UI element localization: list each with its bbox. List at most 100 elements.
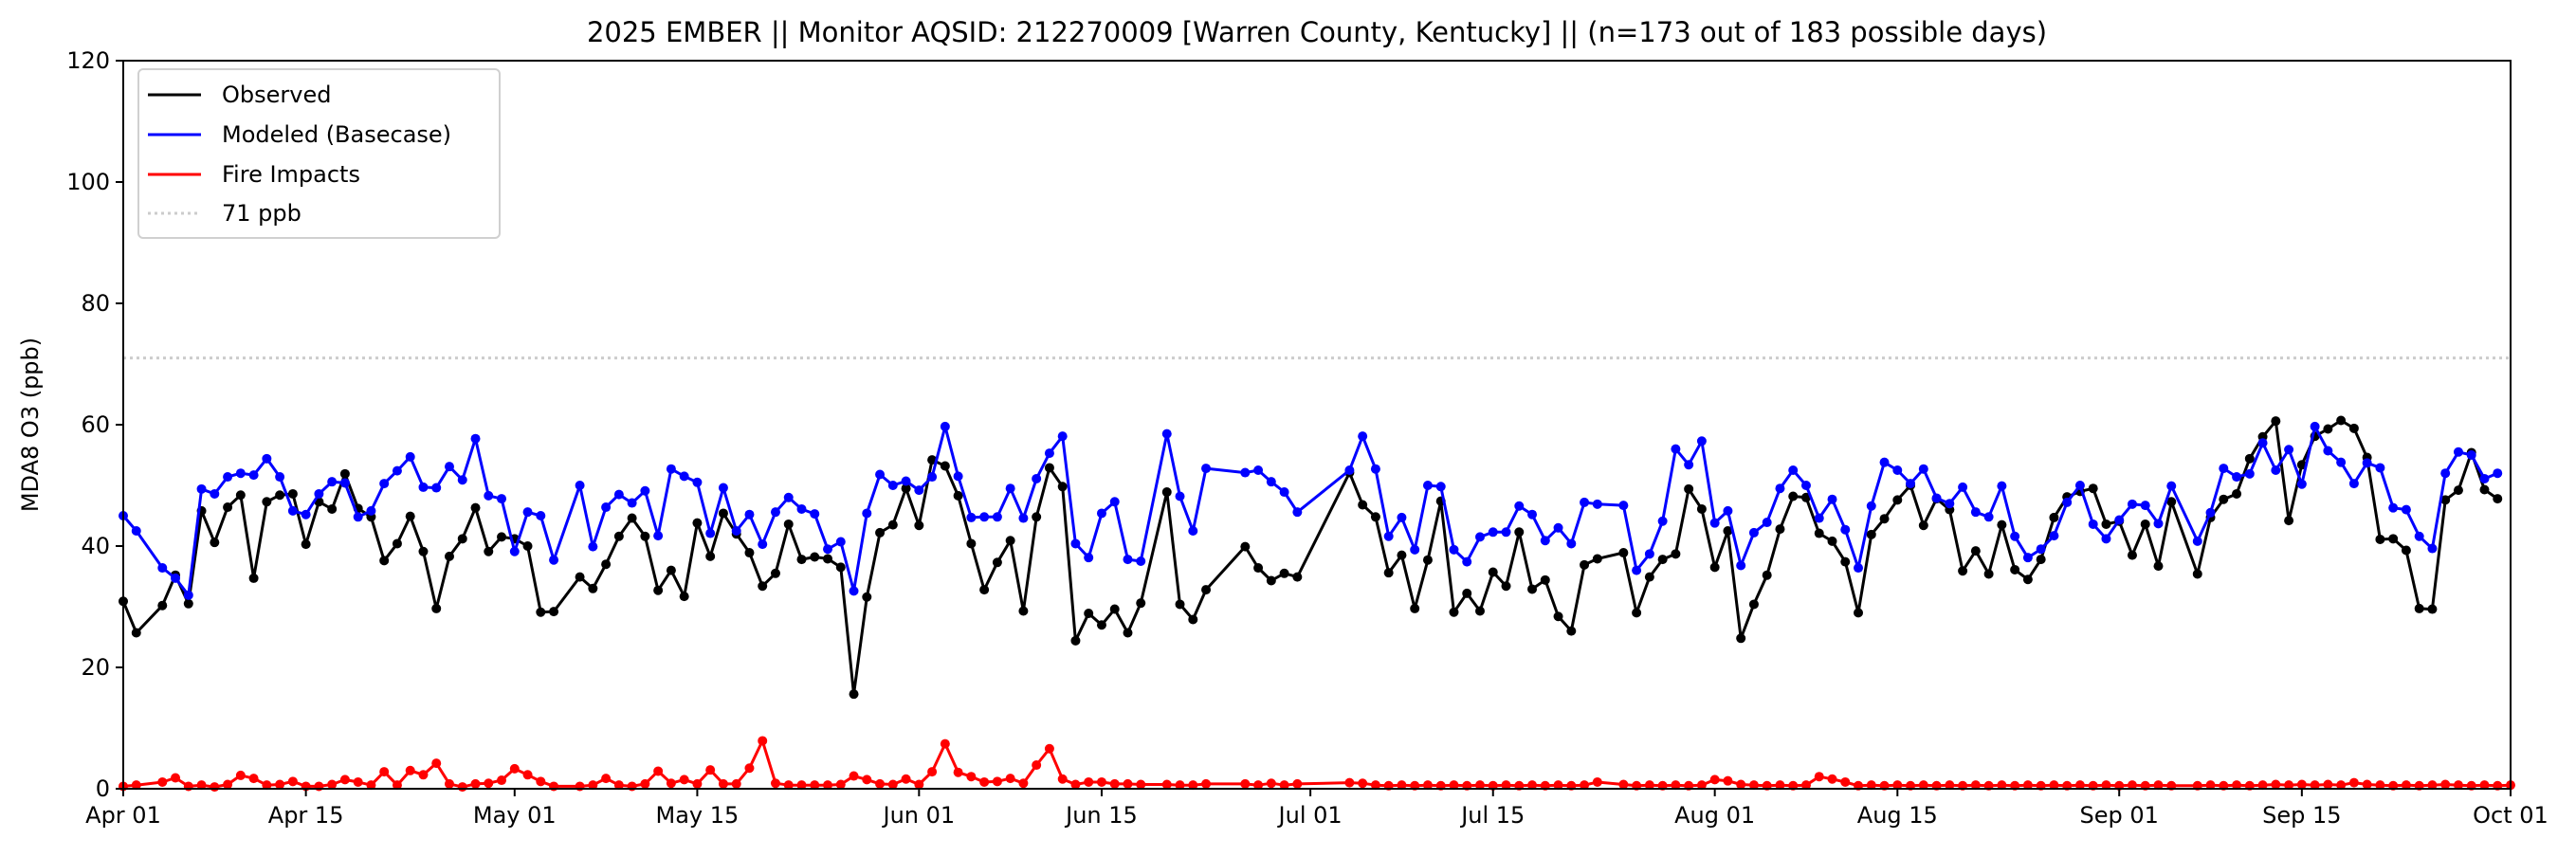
data-point-modeled-basecase <box>2336 457 2347 467</box>
data-point-fire-impacts <box>1253 780 1264 791</box>
data-point-modeled-basecase <box>1292 507 1303 518</box>
y-tick-label: 120 <box>66 47 110 74</box>
data-point-observed <box>823 554 833 564</box>
data-point-observed <box>588 583 598 593</box>
data-point-observed <box>2284 516 2294 526</box>
data-point-fire-impacts <box>1800 780 1811 791</box>
data-point-fire-impacts <box>392 780 402 791</box>
data-point-fire-impacts <box>171 773 181 783</box>
data-point-fire-impacts <box>2427 780 2438 791</box>
data-point-modeled-basecase <box>418 482 429 492</box>
data-point-observed <box>1566 626 1577 636</box>
data-point-modeled-basecase <box>223 472 233 483</box>
data-point-modeled-basecase <box>2127 499 2137 509</box>
data-point-fire-impacts <box>1671 780 1681 791</box>
data-point-observed <box>1788 491 1799 501</box>
series-line-fire-impacts <box>122 738 2512 789</box>
data-point-fire-impacts <box>223 779 233 790</box>
data-point-fire-impacts <box>1044 743 1054 754</box>
data-point-observed <box>1201 585 1212 595</box>
data-point-modeled-basecase <box>927 472 938 483</box>
data-point-observed <box>497 532 507 542</box>
data-point-fire-impacts <box>210 782 220 793</box>
data-point-observed <box>2375 534 2385 544</box>
data-point-observed <box>1123 628 1133 638</box>
data-point-fire-impacts <box>718 778 728 789</box>
data-point-observed <box>1084 609 1094 619</box>
data-point-fire-impacts <box>1057 774 1068 784</box>
data-point-fire-impacts <box>849 771 859 781</box>
data-point-observed <box>1723 526 1733 536</box>
data-point-observed <box>1449 607 1459 617</box>
data-point-observed <box>875 527 886 538</box>
data-point-observed <box>1527 584 1538 594</box>
data-point-modeled-basecase <box>2205 507 2216 518</box>
data-point-observed <box>758 581 768 592</box>
data-point-fire-impacts <box>2362 779 2372 790</box>
data-point-observed <box>575 572 585 582</box>
data-point-fire-impacts <box>2401 780 2411 791</box>
data-point-observed <box>1161 487 1172 498</box>
data-point-modeled-basecase <box>1997 481 2007 491</box>
data-point-observed <box>1410 603 1420 613</box>
data-point-modeled-basecase <box>758 539 768 550</box>
data-point-fire-impacts <box>2479 780 2490 791</box>
data-point-fire-impacts <box>2453 780 2463 791</box>
data-point-fire-impacts <box>1096 776 1106 787</box>
x-tick-label: Oct 01 <box>2473 802 2549 829</box>
data-point-modeled-basecase <box>2493 468 2503 479</box>
data-point-fire-impacts <box>810 780 820 791</box>
data-point-fire-impacts <box>405 765 415 775</box>
data-point-modeled-basecase <box>613 489 624 500</box>
data-point-modeled-basecase <box>1005 483 1015 494</box>
data-point-observed <box>405 511 415 521</box>
data-point-modeled-basecase <box>2453 447 2463 457</box>
data-point-observed <box>2088 483 2098 494</box>
data-point-observed <box>1684 483 1694 494</box>
data-point-fire-impacts <box>601 774 612 784</box>
data-point-modeled-basecase <box>131 526 141 536</box>
data-point-fire-impacts <box>1892 780 1903 791</box>
data-point-modeled-basecase <box>2440 468 2451 479</box>
data-point-fire-impacts <box>2153 780 2164 791</box>
data-point-modeled-basecase <box>392 465 402 476</box>
x-tick-label: Jul 15 <box>1459 802 1525 829</box>
data-point-observed <box>2414 603 2424 613</box>
data-point-modeled-basecase <box>1279 487 1289 498</box>
series-line-modeled-basecase <box>121 425 2498 597</box>
data-point-modeled-basecase <box>1918 464 1928 474</box>
data-point-fire-impacts <box>835 779 846 790</box>
data-point-modeled-basecase <box>1462 556 1472 567</box>
data-point-modeled-basecase <box>1370 464 1380 474</box>
data-point-observed <box>1370 512 1380 522</box>
data-point-modeled-basecase <box>744 509 755 520</box>
data-point-modeled-basecase <box>2074 481 2085 490</box>
data-point-observed <box>418 546 429 556</box>
data-point-observed <box>470 502 481 513</box>
data-point-observed <box>275 490 285 501</box>
data-point-modeled-basecase <box>1358 431 1368 442</box>
data-point-observed <box>1814 528 1824 538</box>
data-point-modeled-basecase <box>1488 527 1498 538</box>
data-point-modeled-basecase <box>2140 501 2150 511</box>
data-point-observed <box>653 585 664 595</box>
data-point-modeled-basecase <box>2244 468 2255 479</box>
data-point-fire-impacts <box>613 780 624 791</box>
data-point-modeled-basecase <box>2049 531 2059 541</box>
data-point-observed <box>1970 546 1981 556</box>
data-point-fire-impacts <box>497 775 507 786</box>
data-point-modeled-basecase <box>1540 536 1550 546</box>
data-point-fire-impacts <box>1840 776 1851 787</box>
data-point-fire-impacts <box>2022 780 2033 791</box>
data-point-observed <box>966 538 977 549</box>
x-tick-label: Aug 01 <box>1674 802 1755 829</box>
data-point-modeled-basecase <box>2427 543 2438 554</box>
data-point-observed <box>835 562 846 573</box>
data-point-modeled-basecase <box>1800 481 1811 490</box>
data-point-modeled-basecase <box>1527 509 1538 520</box>
data-point-observed <box>301 539 311 550</box>
data-point-modeled-basecase <box>953 471 963 482</box>
data-point-modeled-basecase <box>1788 465 1799 475</box>
data-point-fire-impacts <box>823 780 833 791</box>
data-point-modeled-basecase <box>887 481 898 490</box>
